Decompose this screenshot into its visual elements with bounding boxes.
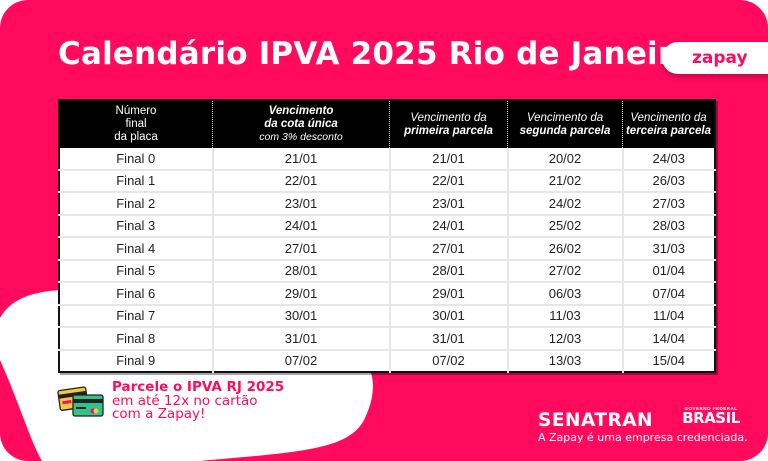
header-single-quota: Vencimento da cota única com 3% desconto xyxy=(212,100,390,148)
single-quota-cell: 23/01 xyxy=(211,191,390,215)
promo-headline: Parcele o IPVA RJ 2025 xyxy=(112,379,285,395)
promo-text: Parcele o IPVA RJ 2025 em até 12x no car… xyxy=(112,379,372,422)
table-row: Final 1 22/01 22/01 21/02 26/03 xyxy=(59,168,715,192)
first-installment-cell: 23/01 xyxy=(388,191,508,215)
second-installment-cell: 11/03 xyxy=(506,303,623,327)
third-installment-cell: 07/04 xyxy=(621,281,715,305)
table-row: Final 2 23/01 23/01 24/02 27/03 xyxy=(59,191,715,215)
first-installment-cell: 07/02 xyxy=(388,348,508,372)
table-row: Final 3 24/01 24/01 25/02 28/03 xyxy=(59,213,715,237)
plate-final-cell: Final 3 xyxy=(59,213,213,237)
single-quota-cell: 21/01 xyxy=(211,148,390,170)
third-installment-cell: 15/04 xyxy=(621,348,715,372)
accreditation-note: A Zapay é uma empresa credenciada. xyxy=(538,431,748,444)
third-installment-cell: 28/03 xyxy=(621,213,715,237)
single-quota-cell: 28/01 xyxy=(211,258,390,282)
second-installment-cell: 21/02 xyxy=(506,168,623,192)
third-installment-cell: 27/03 xyxy=(621,191,715,215)
third-installment-cell: 31/03 xyxy=(621,236,715,260)
table-row: Final 9 07/02 07/02 13/03 15/04 xyxy=(59,348,715,372)
governo-federal-brasil-logo: GOVERNO FEDERAL BRASIL xyxy=(682,406,740,427)
plate-final-cell: Final 5 xyxy=(59,258,213,282)
promo-line-3: com a Zapay! xyxy=(112,406,206,422)
third-installment-cell: 24/03 xyxy=(621,148,715,170)
table-row: Final 5 28/01 28/01 27/02 01/04 xyxy=(59,258,715,282)
table-row: Final 4 27/01 27/01 26/02 31/03 xyxy=(59,236,715,260)
second-installment-cell: 26/02 xyxy=(506,236,623,260)
page-title: Calendário IPVA 2025 Rio de Janeiro xyxy=(58,36,695,72)
header-second-installment: Vencimento da segunda parcela xyxy=(507,100,623,148)
plate-final-cell: Final 4 xyxy=(59,236,213,260)
zapay-logo-pill[interactable]: zapay xyxy=(662,42,768,74)
plate-final-cell: Final 2 xyxy=(59,191,213,215)
plate-final-cell: Final 7 xyxy=(59,303,213,327)
ipva-schedule-table: Número final da placa Vencimento da cota… xyxy=(58,99,716,373)
plate-final-cell: Final 0 xyxy=(116,150,156,166)
table-row: Final 0 21/01 21/01 20/02 24/03 xyxy=(59,148,715,170)
table-header-row: Número final da placa Vencimento da cota… xyxy=(59,100,715,148)
third-installment-cell: 14/04 xyxy=(621,326,715,350)
plate-final-cell: Final 9 xyxy=(59,348,213,372)
table-row: Final 7 30/01 30/01 11/03 11/04 xyxy=(59,303,715,327)
credit-cards-icon xyxy=(57,386,104,417)
third-installment-cell: 26/03 xyxy=(621,168,715,192)
senatran-logo: SENATRAN xyxy=(538,410,653,431)
second-installment-cell: 27/02 xyxy=(506,258,623,282)
second-installment-cell: 06/03 xyxy=(506,281,623,305)
single-quota-cell: 27/01 xyxy=(211,236,390,260)
single-quota-cell: 24/01 xyxy=(211,213,390,237)
promo-line-2: em até 12x no cartão xyxy=(112,392,258,409)
first-installment-cell: 22/01 xyxy=(388,168,508,192)
second-installment-cell: 12/03 xyxy=(506,326,623,350)
single-quota-cell: 07/02 xyxy=(211,348,390,372)
plate-final-cell: Final 6 xyxy=(59,281,213,305)
single-quota-cell: 30/01 xyxy=(211,303,390,327)
first-installment-cell: 27/01 xyxy=(388,236,508,260)
single-quota-cell: 22/01 xyxy=(211,168,390,192)
header-plate-final: Número final da placa xyxy=(59,100,213,148)
first-installment-cell: 29/01 xyxy=(388,281,508,305)
third-installment-cell: 11/04 xyxy=(621,303,715,327)
plate-final-cell: Final 8 xyxy=(59,326,213,350)
table-row: Final 8 31/01 31/01 12/03 14/04 xyxy=(59,326,715,350)
plate-final-cell: Final 1 xyxy=(59,168,213,192)
table-row: Final 6 29/01 29/01 06/03 07/04 xyxy=(59,281,715,305)
single-quota-cell: 29/01 xyxy=(211,281,390,305)
header-first-installment: Vencimento da primeira parcela xyxy=(389,100,508,148)
second-installment-cell: 20/02 xyxy=(506,148,623,170)
first-installment-cell: 30/01 xyxy=(388,303,508,327)
first-installment-cell: 28/01 xyxy=(388,258,508,282)
first-installment-cell: 31/01 xyxy=(388,326,508,350)
second-installment-cell: 13/03 xyxy=(506,348,623,372)
first-installment-cell: 24/01 xyxy=(388,213,508,237)
header-third-installment: Vencimento da terceira parcela xyxy=(622,100,715,148)
zapay-logo: zapay xyxy=(692,48,748,68)
second-installment-cell: 24/02 xyxy=(506,191,623,215)
second-installment-cell: 25/02 xyxy=(506,213,623,237)
third-installment-cell: 01/04 xyxy=(621,258,715,282)
first-installment-cell: 21/01 xyxy=(388,148,508,170)
single-quota-cell: 31/01 xyxy=(211,326,390,350)
